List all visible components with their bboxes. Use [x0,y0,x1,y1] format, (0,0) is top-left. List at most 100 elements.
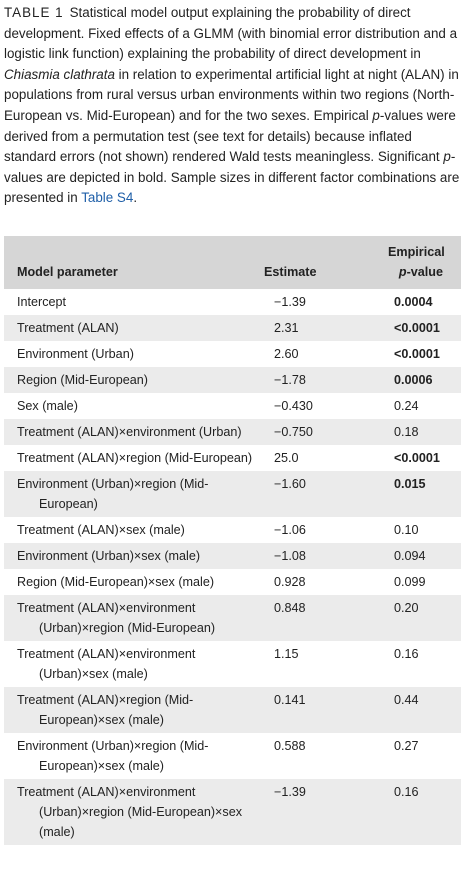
parameter-cell: Environment (Urban)×region (Mid-European… [4,471,256,517]
parameter: Treatment (ALAN)×region (Mid-European) [17,451,253,465]
header-cell: Empirical p-value [388,236,461,289]
p-value: 0.20 [388,595,461,641]
estimate: −1.39 [274,295,306,309]
estimate: 2.31 [256,315,388,341]
p-value: 0.27 [394,739,419,753]
header-row: Model parameter Estimate Empirical p-valu… [4,236,461,289]
parameter-cell: Intercept [4,289,256,315]
parameter: Environment (Urban)×sex (male) [17,549,201,563]
estimate: −0.430 [274,399,313,413]
header-cell: Estimate [256,236,388,289]
p-value: 0.16 [394,647,419,661]
header-cell: Model parameter [4,236,256,289]
table-row: Environment (Urban)×sex (male) −1.08 0.094 [4,543,461,569]
p-value: 0.10 [394,523,419,537]
table-link[interactable]: Table S4 [81,190,134,206]
table-body: Intercept −1.39 0.0004 Treatment (ALAN) 2.31… [4,289,461,845]
parameter-cell: Environment (Urban)×region (Mid-European… [4,733,256,779]
table-row: Treatment (ALAN)×region (Mid-European)×s… [4,687,461,733]
p-value: 0.094 [388,543,461,569]
p-value: <0.0001 [394,347,440,361]
table-row: Treatment (ALAN)×region (Mid-European) 25… [4,445,461,471]
parameter: Environment (Urban)×region (Mid-European… [17,477,209,511]
estimate: −1.06 [274,523,306,537]
table-row: Intercept −1.39 0.0004 [4,289,461,315]
parameter-cell: Treatment (ALAN)×sex (male) [4,517,256,543]
header-text: -value [406,265,443,279]
table-row: Treatment (ALAN)×environment (Urban)×reg… [4,595,461,641]
p-symbol: p [443,149,451,165]
species: Chiasmia clathrata [4,66,115,82]
parameter: Treatment (ALAN)×environment (Urban)×sex… [17,647,196,681]
p-value: <0.0001 [394,451,440,465]
table-row: Region (Mid-European)×sex (male) 0.928 0.0… [4,569,461,595]
estimate: 2.60 [274,347,299,361]
p-value: 0.16 [388,779,461,845]
table-row: Treatment (ALAN)×sex (male) −1.06 0.10 [4,517,461,543]
parameter: Environment (Urban) [17,347,134,361]
parameter: Region (Mid-European)×sex (male) [17,575,215,589]
parameter-cell: Treatment (ALAN)×environment (Urban)×reg… [4,595,256,641]
p-value: <0.0001 [388,315,461,341]
caption-text: Statistical model output explaining the … [4,5,458,62]
estimate: 0.848 [256,595,388,641]
p-value: 0.0004 [394,295,433,309]
estimate: −1.39 [256,779,388,845]
p-value: 0.015 [388,471,461,517]
parameter: Treatment (ALAN)×sex (male) [17,523,185,537]
caption: TABLE 1 Statistical model output explaini… [4,3,460,209]
header-text: Empirical [388,245,445,259]
parameter-cell: Treatment (ALAN)×environment (Urban)×reg… [4,779,256,845]
table-row: Treatment (ALAN)×environment (Urban)×sex… [4,641,461,687]
caption-text: -values are depicted in bold. Sample siz… [4,149,460,206]
parameter: Treatment (ALAN)×environment (Urban)×reg… [17,785,242,839]
parameter: Environment (Urban)×region (Mid-European… [17,739,209,773]
results-table: Model parameter Estimate Empirical p-valu… [4,236,461,845]
table-row: Environment (Urban)×region (Mid-European… [4,733,461,779]
parameter-cell: Sex (male) [4,393,256,419]
table-row: Treatment (ALAN) 2.31 <0.0001 [4,315,461,341]
table-row: Environment (Urban)×region (Mid-European… [4,471,461,517]
estimate: −0.750 [256,419,388,445]
parameter-cell: Environment (Urban)×sex (male) [4,543,256,569]
table-row: Treatment (ALAN)×environment (Urban) −0.7… [4,419,461,445]
p-value: 0.44 [388,687,461,733]
p-value: 0.18 [388,419,461,445]
parameter: Intercept [17,295,67,309]
table-row: Region (Mid-European) −1.78 0.0006 [4,367,461,393]
parameter-cell: Treatment (ALAN)×region (Mid-European)×s… [4,687,256,733]
parameter-cell: Treatment (ALAN)×environment (Urban)×sex… [4,641,256,687]
caption-text: -values were derived from a permutation … [4,107,456,165]
table-row: Sex (male) −0.430 0.24 [4,393,461,419]
estimate: 0.928 [274,575,306,589]
parameter-cell: Region (Mid-European) [4,367,256,393]
estimate: 0.141 [256,687,388,733]
table-row: Treatment (ALAN)×environment (Urban)×reg… [4,779,461,845]
p-symbol: p [398,265,407,279]
p-value: 0.099 [394,575,426,589]
parameter-cell: Treatment (ALAN)×environment (Urban) [4,419,256,445]
parameter-cell: Environment (Urban) [4,341,256,367]
estimate: −1.08 [256,543,388,569]
parameter: Treatment (ALAN)×region (Mid-European)×s… [17,693,194,727]
p-symbol: p [372,107,380,123]
parameter: Sex (male) [17,399,78,413]
estimate: −1.60 [256,471,388,517]
parameter: Region (Mid-European) [17,373,148,387]
parameter-cell: Region (Mid-European)×sex (male) [4,569,256,595]
parameter: Treatment (ALAN) [17,321,119,335]
caption-label: TABLE 1 [4,5,64,20]
estimate: −1.78 [256,367,388,393]
estimate: 0.588 [274,739,306,753]
p-value: 0.24 [394,399,419,413]
caption-text: . [133,190,138,206]
parameter-cell: Treatment (ALAN) [4,315,256,341]
table-row: Environment (Urban) 2.60 <0.0001 [4,341,461,367]
parameter: Treatment (ALAN)×environment (Urban) [17,425,242,439]
parameter-cell: Treatment (ALAN)×region (Mid-European) [4,445,256,471]
parameter: Treatment (ALAN)×environment (Urban)×reg… [17,601,216,635]
estimate: 25.0 [274,451,299,465]
p-value: 0.0006 [388,367,461,393]
caption-text: in relation to experimental artificial l… [4,66,459,123]
